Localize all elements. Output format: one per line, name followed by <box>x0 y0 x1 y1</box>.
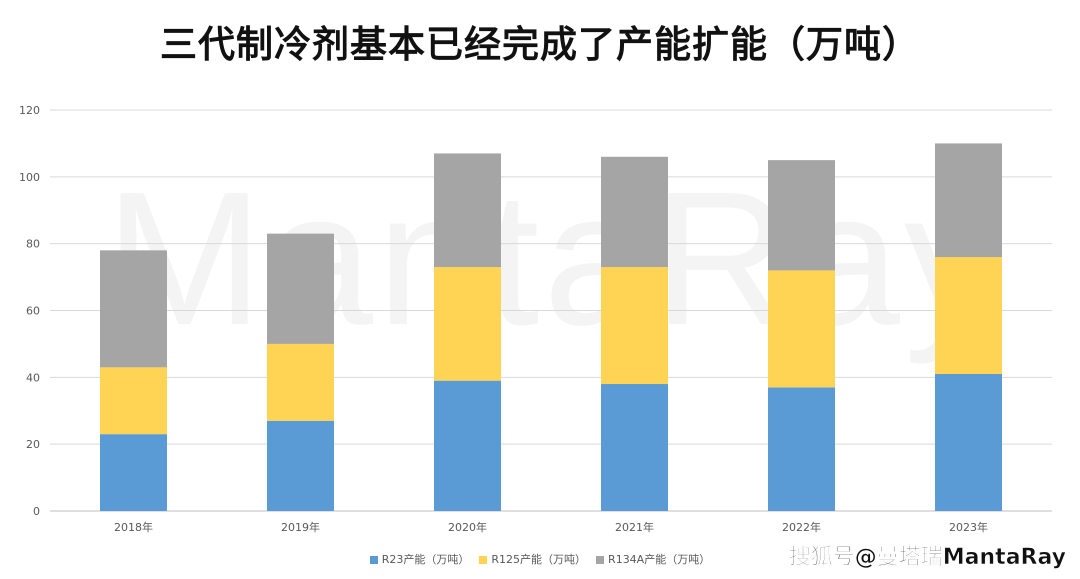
legend-swatch <box>596 556 605 564</box>
y-tick-label: 20 <box>26 438 40 451</box>
legend-swatch <box>479 556 488 564</box>
bar-segment <box>434 153 501 268</box>
legend-label: R134A产能（万吨） <box>608 553 711 566</box>
y-tick-label: 100 <box>19 171 40 184</box>
bar-segment <box>100 434 167 511</box>
bar-segment <box>935 373 1002 511</box>
legend-label: R23产能（万吨） <box>381 553 470 566</box>
x-tick-label: 2023年 <box>949 520 988 534</box>
y-tick-label: 120 <box>19 104 40 117</box>
legend-label: R125产能（万吨） <box>491 553 587 566</box>
bar-segment <box>100 250 167 368</box>
bar-segment <box>100 367 167 435</box>
bar-segment <box>267 420 334 511</box>
x-tick-label: 2020年 <box>448 520 487 534</box>
brand-watermark: 搜狐号@曼塔瑞MantaRay <box>788 545 1067 571</box>
x-tick-label: 2022年 <box>782 520 821 534</box>
y-tick-label: 60 <box>26 305 40 318</box>
legend-swatch <box>369 556 378 564</box>
bar-segment <box>601 267 668 385</box>
bar-segment <box>935 257 1002 374</box>
bar-segment <box>267 233 334 344</box>
x-tick-label: 2019年 <box>281 520 320 534</box>
x-tick-label: 2018年 <box>114 520 153 534</box>
chart-title: 三代制冷剂基本已经完成了产能扩能（万吨） <box>160 23 920 66</box>
bar-segment <box>768 387 835 511</box>
y-tick-label: 0 <box>33 505 40 518</box>
bar-segment <box>601 384 668 511</box>
bar-segment <box>434 267 501 381</box>
bar-segment <box>267 343 334 421</box>
bar-segment <box>768 160 835 271</box>
bar-segment <box>768 270 835 388</box>
y-tick-label: 40 <box>26 371 40 384</box>
y-tick-label: 80 <box>26 238 40 251</box>
bar-segment <box>434 380 501 511</box>
legend-item: R23产能（万吨） <box>369 551 470 567</box>
x-tick-label: 2021年 <box>615 520 654 534</box>
bar-segment <box>601 156 668 268</box>
legend-item: R125产能（万吨） <box>479 551 586 567</box>
watermark: MantaRay <box>105 153 1003 365</box>
legend-item: R134A产能（万吨） <box>596 551 710 567</box>
legend: R23产能（万吨） R125产能（万吨） R134A产能（万吨） <box>0 551 1080 567</box>
bar-segment <box>935 143 1002 258</box>
